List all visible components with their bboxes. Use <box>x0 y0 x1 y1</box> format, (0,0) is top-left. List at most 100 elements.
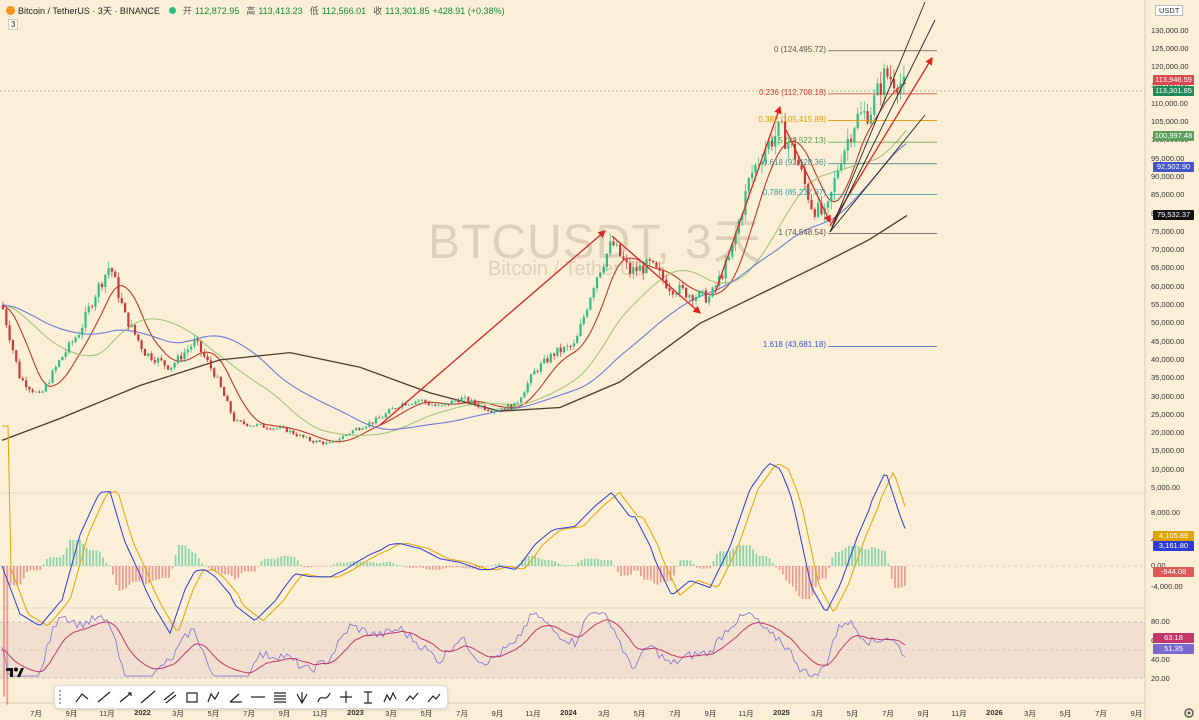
candle-body <box>767 140 770 150</box>
candle-body <box>559 347 562 353</box>
macd-histogram-bar <box>125 566 127 589</box>
candle-body <box>572 343 575 347</box>
macd-histogram-bar <box>392 563 395 566</box>
toolbar-grip-icon[interactable] <box>59 690 67 704</box>
extended-line-tool-icon[interactable] <box>137 688 159 706</box>
candle-body <box>417 400 420 402</box>
macd-histogram-bar <box>283 555 286 566</box>
macd-histogram-bar <box>432 566 434 570</box>
macd-histogram-bar <box>613 565 616 567</box>
macd-histogram-bar <box>69 539 71 566</box>
macd-histogram-bar <box>735 546 738 566</box>
macd-histogram-bar <box>772 563 774 566</box>
projection-tool-icon[interactable] <box>423 688 445 706</box>
candle-body <box>298 434 302 437</box>
candle-body <box>721 275 724 279</box>
macd-histogram-bar <box>762 555 764 566</box>
settings-gear-icon[interactable] <box>1183 707 1195 719</box>
price-axis-label: 115,000.00 <box>1151 80 1188 90</box>
macd-histogram-bar <box>824 566 827 579</box>
macd-histogram-bar <box>768 557 771 566</box>
time-axis-label: 5月 <box>846 709 859 718</box>
macd-histogram-bar <box>590 558 593 566</box>
macd-histogram-bar <box>230 566 233 577</box>
brush-tool-icon[interactable] <box>313 688 335 706</box>
candle-body <box>562 346 566 353</box>
trend-line-tool-icon[interactable] <box>71 688 93 706</box>
macd-histogram-bar <box>389 561 391 566</box>
macd-histogram-bar <box>620 566 622 577</box>
macd-histogram-bar <box>666 566 669 582</box>
candle-body <box>569 346 572 347</box>
macd-histogram-bar <box>343 562 345 566</box>
macd-histogram-bar <box>765 556 768 566</box>
candle-body <box>308 437 311 442</box>
macd-histogram-bar <box>422 566 424 569</box>
candle-body <box>163 360 166 366</box>
fib-retracement-tool-icon[interactable] <box>269 688 291 706</box>
arrow-tool-icon[interactable] <box>115 688 137 706</box>
path-tool-icon[interactable] <box>203 688 225 706</box>
macd-histogram-bar <box>168 566 170 578</box>
indicator-count[interactable]: 3 <box>8 19 19 30</box>
macd-histogram-bar <box>887 563 890 566</box>
candle-body <box>566 346 569 347</box>
macd-histogram-bar <box>425 566 428 570</box>
macd-histogram-bar <box>75 539 78 566</box>
candle-body <box>71 341 74 343</box>
low-value: 112,566.01 <box>321 5 367 16</box>
macd-histogram-bar <box>310 566 312 568</box>
macd-histogram-bar <box>894 566 896 589</box>
candle-body <box>279 426 282 429</box>
macd-histogram-bar <box>197 558 200 566</box>
macd-axis-label: 8,000.00 <box>1151 508 1181 517</box>
ray-tool-icon[interactable] <box>93 688 115 706</box>
pitchfork-tool-icon[interactable] <box>291 688 313 706</box>
candle-body <box>546 358 549 363</box>
candle-body <box>787 144 790 149</box>
candle-body <box>180 355 183 360</box>
symbol-title[interactable]: Bitcoin / TetherUS · 3天 · BINANCE <box>18 6 160 16</box>
candle-body <box>529 374 533 384</box>
price-axis-label: 30,000.00 <box>1151 391 1185 401</box>
macd-histogram-bar <box>359 561 362 566</box>
macd-histogram-bar <box>72 539 75 566</box>
pattern-tool-icon[interactable] <box>379 688 401 706</box>
candle-body <box>477 404 480 408</box>
macd-histogram-bar <box>719 551 721 566</box>
macd-histogram-bar <box>385 561 388 566</box>
candle-body <box>457 400 460 403</box>
long-position-tool-icon[interactable] <box>357 688 379 706</box>
candle-body <box>25 380 28 388</box>
rectangle-tool-icon[interactable] <box>181 688 203 706</box>
time-axis-label: 7月 <box>456 709 468 718</box>
crosshair-tool-icon[interactable] <box>335 688 357 706</box>
candle-body <box>642 265 645 274</box>
macd-histogram-bar <box>184 545 187 566</box>
candle-body <box>28 387 31 390</box>
fib-level-label: 0.5 (99,522.13) <box>771 136 826 146</box>
macd-histogram-bar <box>527 556 530 566</box>
candle-body <box>873 95 876 115</box>
forecast-tool-icon[interactable] <box>401 688 423 706</box>
macd-histogram-bar <box>22 566 25 579</box>
candle-body <box>114 271 117 278</box>
horizontal-line-tool-icon[interactable] <box>247 688 269 706</box>
macd-histogram-bar <box>253 566 256 572</box>
candle-body <box>91 306 94 308</box>
candle-body <box>510 404 513 410</box>
candle-body <box>467 397 470 404</box>
macd-histogram-bar <box>739 545 741 566</box>
price-axis-label: 15,000.00 <box>1151 446 1185 456</box>
candle-body <box>249 425 252 427</box>
candle-body <box>902 76 905 84</box>
angle-tool-icon[interactable] <box>225 688 247 706</box>
candle-body <box>754 165 757 173</box>
price-axis-label: 45,000.00 <box>1151 336 1185 346</box>
macd-histogram-bar <box>484 566 487 567</box>
parallel-channel-tool-icon[interactable] <box>159 688 181 706</box>
currency-selector[interactable]: USDT <box>1155 5 1184 16</box>
macd-histogram-bar <box>643 566 646 580</box>
candle-body <box>18 361 21 379</box>
